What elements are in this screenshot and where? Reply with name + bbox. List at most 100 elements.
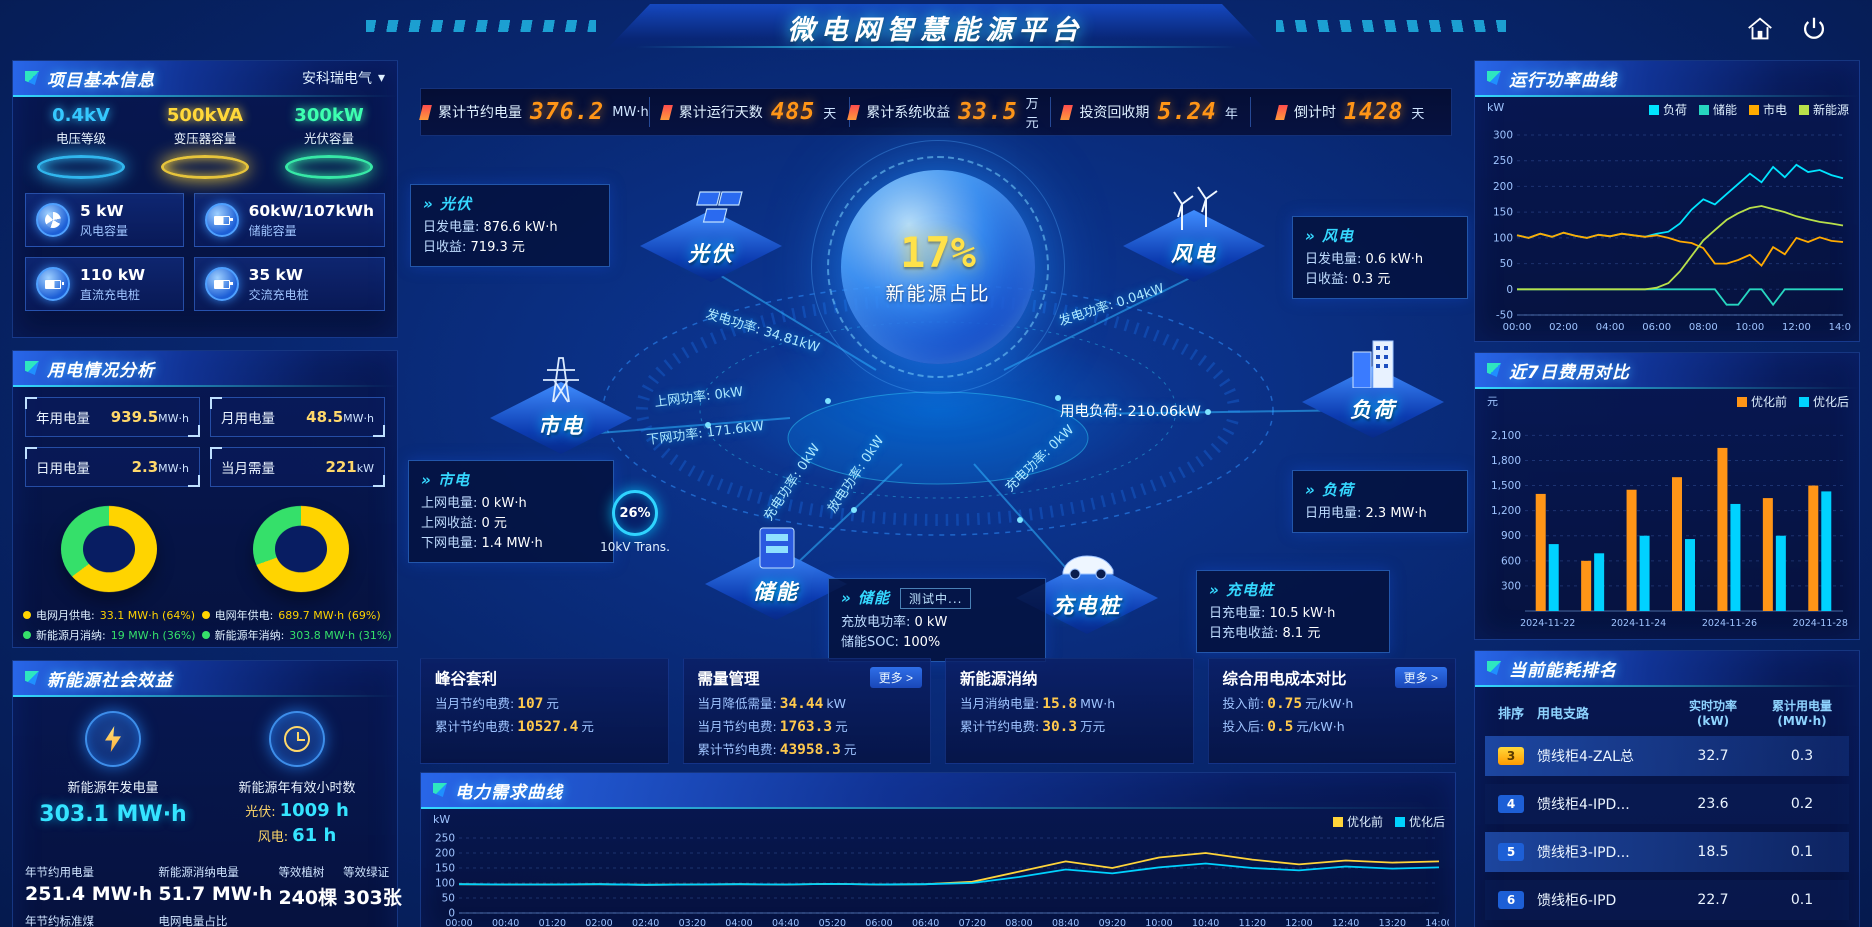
company-select[interactable]: 安科瑞电气 ▾ [302, 68, 385, 88]
legend-new-energy[interactable]: 新能源 [1798, 101, 1849, 118]
panel-project-info: 项目基本信息 安科瑞电气 ▾ 0.4kV 电压等级 500kVA 变压器容量 3… [12, 60, 398, 338]
stat-label: 风电容量 [80, 223, 129, 238]
legend-label: 负荷 [1662, 103, 1687, 117]
table-row[interactable]: 3 馈线柜4-ZAL总 32.7 0.3 [1485, 736, 1849, 776]
stat-value: 939.5 [110, 408, 159, 426]
node-grid[interactable]: 市电 [486, 354, 636, 454]
card-unit: MW·h [1080, 696, 1116, 711]
card-value: 30.3 [1042, 719, 1078, 736]
stat-month-demand: 当月需量 221kW [210, 447, 385, 487]
infobox-load: 负荷 日用电量: 2.3 MW·h [1292, 470, 1468, 534]
card-unit: 元 [581, 719, 594, 735]
svg-text:11:20: 11:20 [1239, 918, 1266, 927]
ranking-header-row: 排序 用电支路 实时功率 (kW) 累计用电量 (MW·h) [1485, 697, 1849, 728]
info-label: 日充电量: [1209, 606, 1266, 621]
benefit-sub-value: 1009 h [279, 800, 349, 821]
branch-name: 馈线柜3-IPD... [1537, 845, 1630, 861]
svg-text:08:00: 08:00 [1689, 322, 1718, 333]
more-button[interactable]: 更多 > [869, 667, 922, 688]
benefit-green-certs: 等效绿证 303张 [343, 864, 402, 927]
stat-wind-capacity: 5 kW 风电容量 [25, 193, 184, 247]
svg-text:1,200: 1,200 [1491, 505, 1521, 517]
kpi-label: 投资回收期 [1079, 105, 1150, 121]
node-pv[interactable]: 光伏 [636, 182, 786, 282]
infobox-pv: 光伏 日发电量: 876.6 kW·h 日收益: 719.3 元 [410, 184, 610, 268]
panel-corner-icon [25, 71, 39, 85]
panel-title: 当前能耗排名 [1509, 660, 1617, 681]
card-label: 当月消纳电量: [960, 696, 1040, 711]
solar-panel-icon [636, 182, 786, 232]
svg-text:300: 300 [1501, 580, 1521, 592]
svg-text:100: 100 [1493, 232, 1513, 244]
info-value: 1.4 MW·h [481, 536, 543, 552]
benefit-sub-value: 61 h [292, 825, 337, 846]
benefit-value: 251.4 MW·h [25, 883, 153, 905]
stat-marker-icon [847, 104, 861, 120]
info-label: 下网电量: [421, 536, 478, 552]
table-row[interactable]: 6 馈线柜6-IPD 22.7 0.1 [1485, 880, 1849, 920]
svg-text:08:00: 08:00 [1005, 918, 1032, 927]
node-load[interactable]: 负荷 [1298, 338, 1448, 438]
more-button[interactable]: 更多 > [1394, 667, 1447, 688]
kpi-value: 5.24 [1157, 99, 1217, 125]
legend-label: 电网年供电: [214, 609, 274, 622]
infobox-title: 光伏 [423, 193, 597, 214]
info-label: 日用电量: [1305, 506, 1362, 521]
benefit-label: 年节约标准煤 [25, 914, 94, 927]
legend-before-optimization[interactable]: 优化前 [1332, 813, 1383, 830]
table-row[interactable]: 5 馈线柜3-IPD... 18.5 0.1 [1485, 832, 1849, 872]
node-wind[interactable]: 风电 [1119, 182, 1269, 282]
node-storage[interactable]: 储能 [701, 520, 851, 620]
branch-name: 馈线柜6-IPD [1537, 893, 1617, 909]
benefit-label: 新能源消纳电量 [158, 865, 239, 879]
stat-marker-icon [1275, 104, 1288, 120]
card-label: 累计节约电费: [960, 719, 1040, 735]
card-unit: 元/kW·h [1305, 696, 1354, 711]
gauge-ring-icon [285, 155, 373, 179]
stat-label: 交流充电桩 [248, 287, 309, 302]
svg-text:05:20: 05:20 [819, 918, 846, 927]
legend-label: 新能源 [1812, 103, 1849, 117]
legend-load[interactable]: 负荷 [1648, 101, 1687, 118]
transmission-tower-icon [486, 354, 636, 404]
svg-text:02:00: 02:00 [1549, 322, 1578, 333]
stat-value: 2.3 [131, 458, 159, 476]
gauge-label: 光伏容量 [303, 131, 354, 146]
legend-value: 19 MW·h (36%) [110, 628, 196, 642]
kpi-value: 33.5 [958, 99, 1018, 125]
info-value: 8.1 元 [1282, 626, 1321, 642]
total-energy: 0.1 [1790, 892, 1814, 908]
legend-grid[interactable]: 市电 [1748, 101, 1787, 118]
card-title: 需量管理 [697, 670, 760, 688]
stat-month-usage: 月用电量 48.5MW·h [210, 397, 385, 437]
card-demand-management: 需量管理 更多 > 当月降低需量: 34.44 kW 当月节约电费: 1763.3 元 … [682, 658, 931, 764]
legend-dot-icon [23, 631, 31, 639]
svg-text:04:40: 04:40 [772, 918, 799, 927]
info-value: 0 kW·h [481, 496, 527, 511]
panel-title: 电力需求曲线 [455, 782, 563, 803]
power-icon[interactable] [1798, 14, 1830, 46]
legend-after-optimization[interactable]: 优化后 [1798, 393, 1849, 410]
benefit-label: 新能源年有效小时数 [238, 781, 356, 796]
legend-value: 33.1 MW·h (64%) [99, 608, 196, 622]
home-icon[interactable] [1744, 14, 1776, 46]
legend-dot-icon [201, 631, 210, 639]
legend-after-optimization[interactable]: 优化后 [1394, 813, 1445, 830]
infobox-title: 风电 [1305, 225, 1455, 246]
panel-corner-icon [1487, 363, 1501, 377]
panel-social-benefit: 新能源社会效益 新能源年发电量 303.1 MW·h 新能源年有效小时数 光伏:… [12, 660, 402, 927]
info-value: 719.3 元 [470, 240, 525, 256]
panel-power-curve: 运行功率曲线 kW 负荷 储能 市电 新能源 -50 0 50 100 150 200 25… [1474, 60, 1860, 342]
svg-text:250: 250 [435, 833, 455, 845]
gauge-pv-capacity: 300kW 光伏容量 [270, 105, 388, 179]
card-unit: 万元 [1080, 719, 1106, 735]
total-energy: 0.1 [1790, 844, 1814, 860]
svg-text:2024-11-26: 2024-11-26 [1702, 618, 1757, 629]
svg-text:150: 150 [1493, 207, 1513, 219]
fan-icon [36, 203, 70, 237]
table-row[interactable]: 4 馈线柜4-IPD... 23.6 0.2 [1485, 784, 1849, 824]
card-value: 34.44 [779, 696, 824, 712]
legend-before-optimization[interactable]: 优化前 [1736, 393, 1787, 410]
usage-stat-grid: 年用电量 939.5MW·h 月用电量 48.5MW·h 日用电量 2.3MW·… [13, 385, 397, 493]
legend-storage[interactable]: 储能 [1698, 101, 1737, 118]
